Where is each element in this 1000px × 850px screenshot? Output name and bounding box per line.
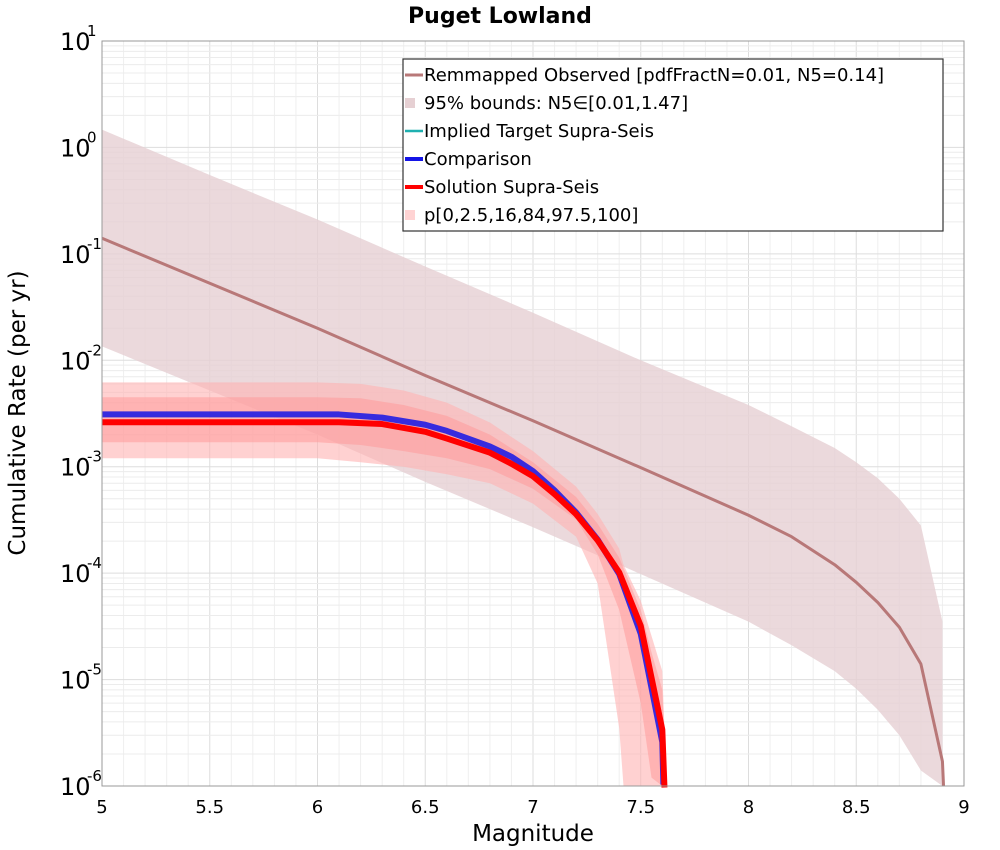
- y-tick-exponent: 1: [87, 22, 97, 40]
- data-point: [209, 282, 211, 284]
- legend-label: Solution Supra-Seis: [424, 177, 599, 198]
- y-tick-label: 10-1: [60, 235, 102, 269]
- data-point: [532, 470, 534, 472]
- data-point: [575, 513, 577, 515]
- data-point: [489, 452, 491, 454]
- y-tick-base: 10: [60, 347, 91, 375]
- y-tick-label: 10-3: [60, 448, 102, 482]
- plot-frame: [101, 40, 965, 787]
- data-point: [489, 446, 491, 448]
- legend-label: Implied Target Supra-Seis: [424, 121, 654, 142]
- data-point: [748, 514, 750, 516]
- series: [101, 236, 946, 789]
- data-point: [317, 414, 319, 416]
- legend-item: p[0,2.5,16,84,97.5,100]: [405, 205, 638, 226]
- y-tick-label: 100: [60, 128, 97, 162]
- x-tick-label: 9: [958, 797, 969, 818]
- legend-box: [402, 58, 944, 232]
- legend-label: p[0,2.5,16,84,97.5,100]: [424, 205, 638, 226]
- data-point: [338, 414, 340, 416]
- data-point: [532, 475, 534, 477]
- y-axis-label: Cumulative Rate (per yr): [5, 270, 31, 555]
- data-point: [424, 424, 426, 426]
- data-point: [381, 417, 383, 419]
- y-tick-base: 10: [60, 454, 91, 482]
- data-point: [618, 572, 620, 574]
- x-tick-label: 6: [312, 797, 323, 818]
- series-group: [102, 419, 668, 789]
- legend-item: Implied Target Supra-Seis: [405, 121, 654, 142]
- data-point: [920, 663, 922, 665]
- y-tick-label: 10-2: [60, 341, 102, 375]
- data-point: [446, 438, 448, 440]
- data-point: [834, 564, 836, 566]
- data-point: [855, 582, 857, 584]
- y-tick-base: 10: [60, 773, 91, 801]
- y-tick-base: 10: [60, 560, 91, 588]
- data-point: [317, 422, 319, 424]
- y-tick-base: 10: [60, 134, 91, 162]
- legend-swatch: [405, 98, 415, 108]
- y-tick-label: 10-6: [60, 767, 102, 801]
- y-tick-label: 10-4: [60, 554, 102, 588]
- data-point: [446, 430, 448, 432]
- y-tick-base: 10: [60, 667, 91, 695]
- legend: Remmapped Observed [pdfFractN=0.01, N5=0…: [402, 58, 944, 232]
- x-tick-label: 7: [527, 797, 538, 818]
- data-point: [424, 375, 426, 377]
- legend-label: Comparison: [424, 149, 532, 170]
- data-point: [662, 729, 664, 731]
- data-point: [554, 493, 556, 495]
- x-tick-label: 6.5: [411, 797, 440, 818]
- legend-label: Remmapped Observed [pdfFractN=0.01, N5=0…: [424, 65, 884, 86]
- legend-item: Remmapped Observed [pdfFractN=0.01, N5=0…: [405, 65, 884, 86]
- data-point: [424, 431, 426, 433]
- legend-swatch: [405, 210, 415, 220]
- legend-item: 95% bounds: N5∈[0.01,1.47]: [405, 93, 688, 114]
- legend-label: 95% bounds: N5∈[0.01,1.47]: [424, 93, 688, 114]
- data-point: [942, 761, 944, 763]
- y-tick-exponent: -2: [87, 341, 102, 359]
- y-tick-exponent: -6: [87, 767, 102, 785]
- x-tick-label: 7.5: [626, 797, 655, 818]
- data-point: [511, 456, 513, 458]
- y-tick-base: 10: [60, 241, 91, 269]
- y-tick-exponent: -4: [87, 554, 102, 572]
- series-group: [101, 236, 946, 787]
- data-point: [877, 602, 879, 604]
- y-tick-exponent: -1: [87, 235, 102, 253]
- y-tick-label: 10-5: [60, 661, 102, 695]
- chart-title: Puget Lowland: [408, 4, 592, 29]
- data-point: [640, 467, 642, 469]
- x-tick-label: 5.5: [195, 797, 224, 818]
- legend-item: Solution Supra-Seis: [405, 177, 599, 198]
- data-point: [381, 423, 383, 425]
- band-area: [102, 397, 667, 786]
- data-point: [511, 463, 513, 465]
- y-tick-exponent: -3: [87, 448, 102, 466]
- y-tick-exponent: -5: [87, 661, 102, 679]
- bands: [102, 129, 943, 786]
- data-point: [338, 422, 340, 424]
- x-tick-label: 8: [743, 797, 754, 818]
- x-tick-label: 8.5: [842, 797, 871, 818]
- x-tick-labels: 5 5.5 6 6.5 7 7.5 8 8.5 9: [96, 797, 969, 818]
- data-point: [664, 787, 666, 789]
- data-point: [791, 536, 793, 538]
- x-axis-label: Magnitude: [472, 821, 594, 847]
- data-point: [640, 625, 642, 627]
- y-tick-base: 10: [60, 28, 91, 56]
- data-point: [597, 540, 599, 542]
- data-point: [532, 420, 534, 422]
- series-line: [102, 419, 668, 788]
- legend-item: Comparison: [405, 149, 532, 170]
- y-tick-exponent: 0: [87, 128, 97, 146]
- y-tick-label: 101: [60, 22, 97, 56]
- x-tick-label: 5: [96, 797, 107, 818]
- data-point: [317, 327, 319, 329]
- series-line: [101, 236, 946, 787]
- data-point: [899, 626, 901, 628]
